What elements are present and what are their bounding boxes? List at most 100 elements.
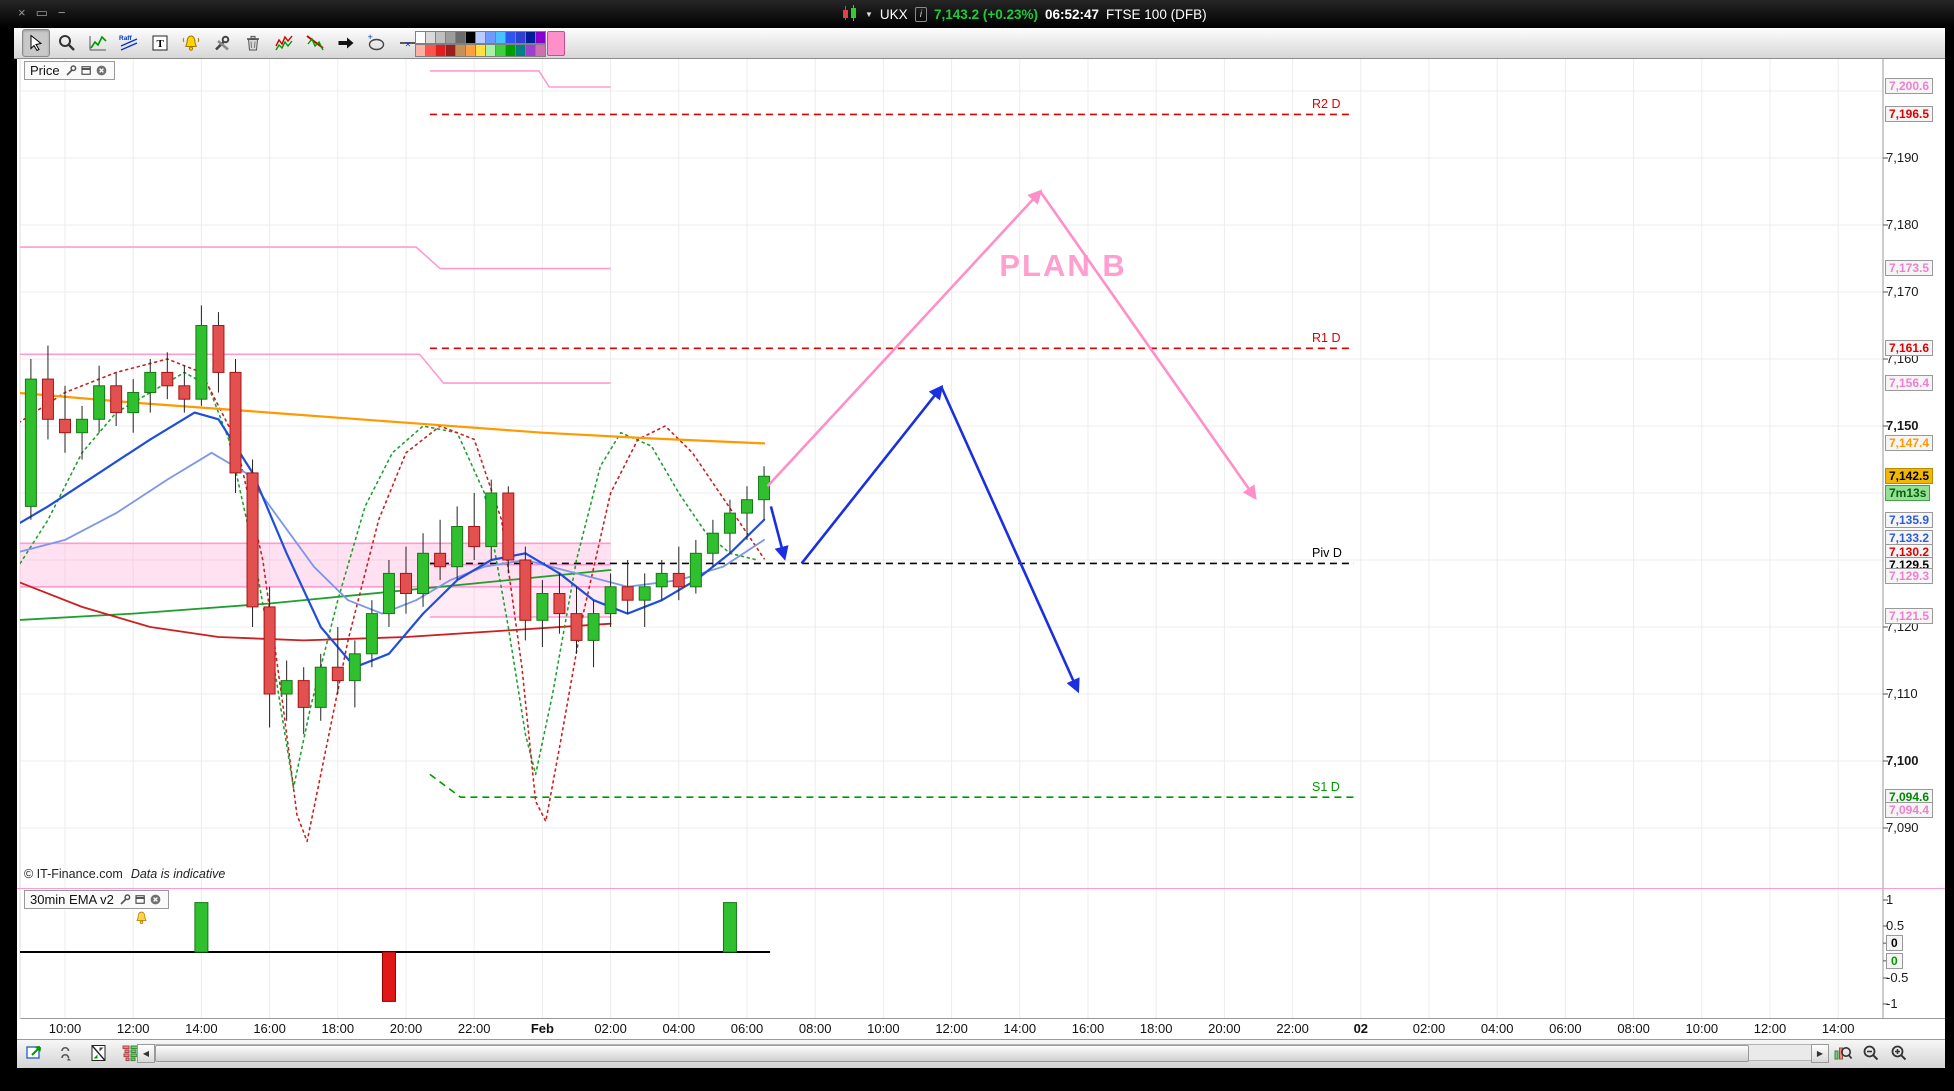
indicator-value-badge: 0 [1886,935,1903,952]
ellipse-tool[interactable]: + [363,29,391,57]
candle [655,560,668,601]
settings-tool[interactable] [208,29,236,57]
panel-separator[interactable] [17,888,1945,889]
price-value-badge: 7,121.5 [1885,608,1934,625]
time-tick-label: 04:00 [662,1021,696,1036]
info-icon[interactable]: i [914,6,928,22]
price-value-badge: 7m13s [1885,484,1931,501]
time-tick-label: 02:00 [594,1021,627,1036]
horizontal-line-tool[interactable]: × [394,29,422,57]
settings-icon[interactable] [64,63,79,78]
candle [280,660,293,721]
time-tick-label: 16:00 [253,1021,286,1036]
plan-b-down-arrow[interactable] [1039,190,1257,501]
plan-b-annotation[interactable]: PLAN B [999,248,1127,284]
new-window-icon[interactable] [79,63,94,78]
close-icon[interactable]: × [18,5,26,20]
candle [434,519,447,581]
svg-text:×: × [405,40,411,51]
price-value-badge: 7,200.6 [1885,78,1934,95]
zoom-in-button[interactable] [1887,1042,1911,1064]
time-tick-label: 14:00 [185,1021,218,1036]
time-scrollbar[interactable]: ◀ ▶ [137,1044,1829,1063]
stats-zoom-button[interactable] [1831,1042,1855,1064]
time-tick-label: 06:00 [730,1021,764,1036]
title-bar: × ▭ − ▼ UKX i 7,143.2 (+0.23%) 06:52:47 FT… [0,0,1954,28]
palette-swatch[interactable] [535,44,546,57]
histogram-bar [381,951,396,1002]
alarm-tool[interactable] [177,29,205,57]
chart-canvas[interactable] [17,59,1945,1019]
text-tool[interactable]: T [146,29,174,57]
scrollbar-track[interactable] [155,1044,1811,1062]
time-tick-label: 20:00 [389,1021,423,1036]
time-tick-label: 18:00 [1139,1021,1173,1036]
report-button[interactable] [87,1042,111,1064]
close-icon[interactable] [94,63,109,78]
pattern-down-tool[interactable] [301,29,329,57]
price-value-badge: 7,173.5 [1885,260,1934,277]
price-tick-label: 7,110 [1886,686,1918,701]
candle [672,546,685,601]
candle [195,305,208,406]
candle [485,479,498,560]
settings-icon[interactable] [118,892,133,907]
selected-color-swatch[interactable] [547,31,565,56]
candle [587,600,600,668]
time-tick-label: 16:00 [1071,1021,1105,1036]
market-name: FTSE 100 (DFB) [1106,6,1207,22]
plan-a-up-arrow[interactable] [800,384,944,565]
minimize-icon[interactable]: − [57,5,66,20]
price-value-badge: 7,147.4 [1885,434,1934,451]
plan-a-entry-arrow[interactable] [769,506,789,561]
delete-tool[interactable] [239,29,267,57]
raff-regression-tool[interactable]: Raff [115,29,143,57]
close-icon[interactable] [148,892,163,907]
indicator-tick-label: -0.5 [1886,970,1909,985]
color-palette [415,31,565,57]
time-tick-label: 10:00 [867,1021,900,1036]
candle [365,600,378,668]
indicator-tick-label: 0.5 [1886,918,1905,933]
price-panel-header[interactable]: Price [24,61,115,80]
time-tick-label: 12:00 [935,1021,968,1036]
export-chart-button[interactable] [23,1042,47,1064]
indicator-panel-header[interactable]: 30min EMA v2 [24,890,169,909]
arrow-tool[interactable] [332,29,360,57]
ema-fast-blue [20,411,766,669]
zoom-out-button[interactable] [1859,1042,1883,1064]
scroll-left-button[interactable]: ◀ [137,1044,155,1063]
price-tick-label: 7,100 [1886,753,1919,768]
time-tick-label: 12:00 [1753,1021,1787,1036]
pointer-tool[interactable] [22,29,50,57]
bell-icon[interactable] [133,909,150,932]
order-book-button[interactable] [119,1042,143,1064]
scroll-right-button[interactable]: ▶ [1811,1044,1829,1063]
new-window-icon[interactable] [133,892,148,907]
pattern-up-tool[interactable] [270,29,298,57]
palette-swatch[interactable] [535,31,546,44]
plan-b-up-arrow[interactable] [766,189,1043,488]
candle [536,580,549,648]
time-tick-label: 18:00 [321,1021,355,1036]
window-controls: × ▭ − [18,4,65,22]
candle [706,519,719,567]
restore-icon[interactable]: ▭ [35,5,48,20]
price-tick-label: 7,180 [1886,217,1919,232]
pivot-level-label: S1 D [1312,780,1340,795]
chart-window: Price © IT-Finance.com Data is indicative… [17,58,1945,1068]
candle [76,405,89,460]
candle [741,486,753,540]
zoom-tool[interactable] [53,29,81,57]
time-tick-label: 20:00 [1208,1021,1241,1036]
chevron-down-icon[interactable]: ▼ [865,9,873,19]
indicator-tool[interactable] [84,29,112,57]
candle [502,486,515,574]
price-value-badge: 7,130.2 [1885,544,1934,561]
price-tick-label: 7,170 [1886,284,1919,299]
scrollbar-thumb[interactable] [155,1045,1749,1062]
detach-loop-button[interactable] [55,1042,79,1064]
last-price: 7,143.2 [934,6,980,22]
plan-a-down-arrow[interactable] [940,386,1080,694]
